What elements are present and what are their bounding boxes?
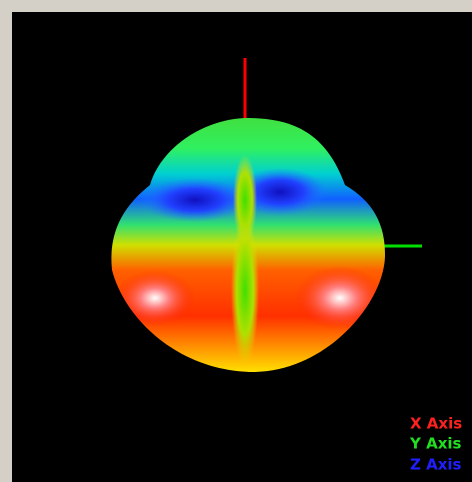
axis-legend: X Axis Y Axis Z Axis <box>409 415 462 474</box>
legend-y: Y Axis <box>409 435 462 453</box>
legend-x: X Axis <box>410 415 462 433</box>
legend-z: Z Axis <box>410 456 462 474</box>
